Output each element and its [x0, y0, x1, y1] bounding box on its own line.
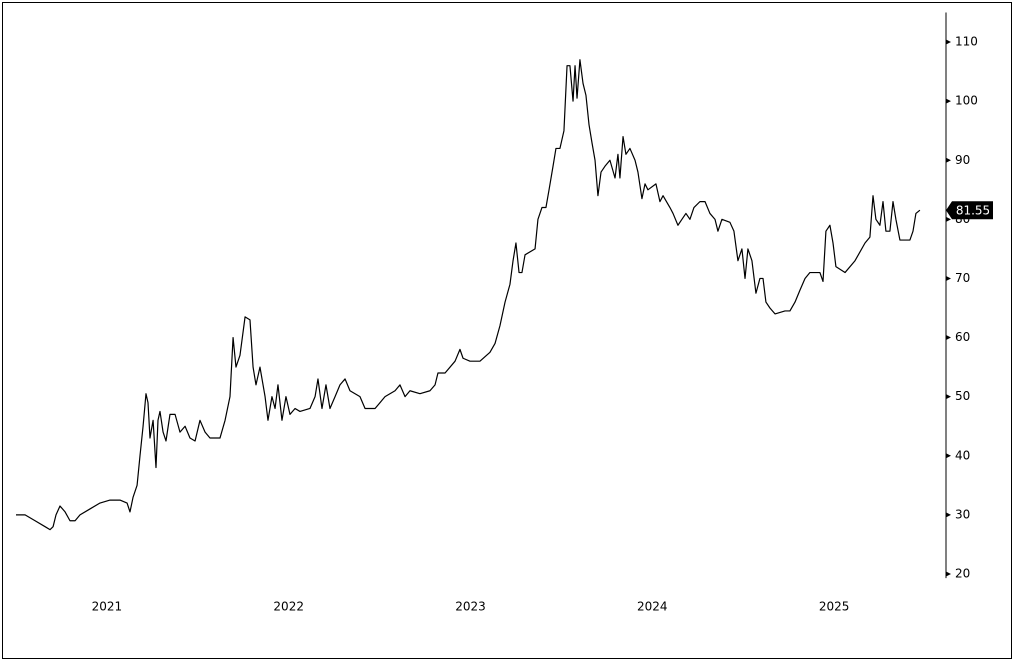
x-tick-label: 2024 — [637, 600, 668, 614]
x-tick-label: 2021 — [92, 600, 123, 614]
y-tick-label: 20 — [955, 566, 970, 580]
frame — [2, 2, 1012, 659]
y-tick-label: 50 — [955, 389, 970, 403]
y-tick — [946, 157, 951, 163]
y-tick — [946, 39, 951, 45]
y-tick — [946, 216, 951, 222]
y-tick — [946, 394, 951, 400]
y-tick-label: 110 — [955, 35, 978, 49]
y-tick-label: 60 — [955, 330, 970, 344]
y-tick — [946, 512, 951, 518]
y-tick-label: 40 — [955, 448, 970, 462]
y-tick — [946, 571, 951, 577]
y-tick — [946, 453, 951, 459]
y-tick-label: 100 — [955, 94, 978, 108]
y-tick-label: 70 — [955, 271, 970, 285]
y-tick — [946, 98, 951, 104]
x-tick-label: 2023 — [455, 600, 486, 614]
y-tick — [946, 335, 951, 341]
y-tick-label: 30 — [955, 507, 970, 521]
last-value-tag — [946, 201, 993, 220]
price-line — [16, 59, 921, 531]
x-tick-label: 2025 — [819, 600, 850, 614]
y-tick-label: 90 — [955, 153, 970, 167]
last-value-label: 81.55 — [956, 204, 990, 218]
x-tick-label: 2022 — [273, 600, 304, 614]
y-tick — [946, 275, 951, 281]
